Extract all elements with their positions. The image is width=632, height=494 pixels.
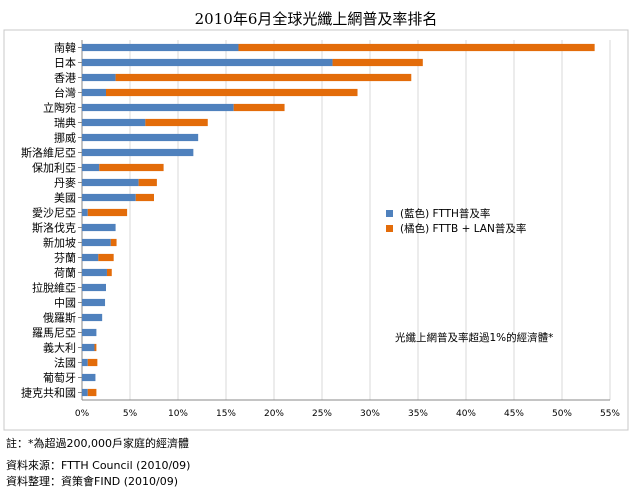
bar-fttb-lan — [332, 58, 423, 67]
bar-ftth — [82, 178, 139, 187]
x-tick-label: 30% — [360, 409, 380, 419]
category-label: 法國 — [54, 356, 76, 370]
category-label: 俄羅斯 — [43, 312, 76, 325]
footnote-compiled: 資料整理：資策會FIND (2010/09) — [6, 475, 179, 488]
chart-canvas: 0% 5% 10% 15% 20% 25% 30% 35% 40% 45% 50% 55% 南韓日本香港… — [3, 29, 629, 431]
bar-ftth — [82, 133, 199, 142]
x-tick-label: 25% — [312, 409, 332, 419]
bar-fttb-lan — [110, 238, 117, 247]
bar-fttb-lan — [135, 193, 154, 202]
footnotes: 註：*為超過200,000戶家庭的經濟體 資料來源：FTTH Council (… — [6, 436, 190, 490]
bar-fttb-lan — [99, 163, 164, 172]
category-label: 香港 — [54, 72, 76, 85]
category-label: 挪威 — [54, 131, 76, 145]
bar-ftth — [82, 148, 194, 157]
bar-ftth — [82, 373, 96, 382]
footnote-source: 資料來源：FTTH Council (2010/09) — [6, 459, 191, 472]
x-tick-label: 55% — [600, 409, 620, 419]
bar-fttb-lan — [115, 73, 412, 82]
bar-ftth — [82, 163, 100, 172]
bar-fttb-lan — [98, 253, 114, 262]
x-tick-label: 5% — [123, 409, 138, 419]
x-tick-label: 0% — [75, 409, 90, 419]
bar-fttb-lan — [87, 358, 98, 367]
bar-ftth — [82, 253, 99, 262]
legend-label: (藍色) FTTH普及率 — [400, 207, 490, 220]
bar-ftth — [82, 343, 95, 352]
category-label: 日本 — [54, 56, 76, 70]
bar-ftth — [82, 103, 234, 112]
category-label: 荷蘭 — [54, 267, 76, 280]
bar-ftth — [82, 298, 106, 307]
bar-ftth — [82, 283, 106, 292]
x-tick-label: 10% — [168, 409, 188, 419]
category-label: 台灣 — [54, 86, 76, 100]
chart-frame — [3, 29, 629, 431]
fiber-penetration-chart: 2010年6月全球光纖上網普及率排名 0% 5% 10% 15% 20% 25% 30% 35… — [3, 10, 629, 431]
bar-ftth — [82, 43, 239, 52]
bar-fttb-lan — [233, 103, 285, 112]
footnote-note: 註：*為超過200,000戶家庭的經濟體 — [6, 437, 189, 450]
bar-ftth — [82, 58, 333, 67]
x-tick-label: 45% — [504, 409, 524, 419]
bar-fttb-lan — [238, 43, 595, 52]
x-tick-label: 50% — [552, 409, 572, 419]
x-tick-label: 35% — [408, 409, 428, 419]
legend-swatch — [386, 225, 393, 232]
category-label: 斯洛維尼亞 — [21, 146, 76, 160]
category-label: 愛沙尼亞 — [32, 207, 76, 220]
bar-ftth — [82, 328, 97, 337]
bar-ftth — [82, 238, 111, 247]
bar-fttb-lan — [87, 388, 97, 397]
category-label: 拉脫維亞 — [32, 281, 76, 295]
chart-title: 2010年6月全球光纖上網普及率排名 — [194, 10, 438, 28]
bar-ftth — [82, 73, 116, 82]
category-label: 美國 — [54, 192, 76, 205]
category-label: 中國 — [54, 297, 76, 310]
bar-ftth — [82, 193, 136, 202]
bar-ftth — [82, 118, 146, 127]
x-tick-label: 40% — [456, 409, 476, 419]
category-label: 瑞典 — [54, 116, 76, 130]
bar-fttb-lan — [145, 118, 208, 127]
category-label: 丹麥 — [54, 177, 76, 190]
bar-ftth — [82, 268, 107, 277]
legend-label: (橘色) FTTB + LAN普及率 — [400, 222, 526, 235]
bar-fttb-lan — [106, 88, 358, 97]
bar-fttb-lan — [106, 268, 112, 277]
category-label: 芬蘭 — [54, 252, 76, 265]
bar-ftth — [82, 388, 88, 397]
bar-ftth — [82, 208, 88, 217]
category-label: 斯洛伐克 — [32, 221, 76, 235]
x-tick-label: 15% — [216, 409, 236, 419]
bar-fttb-lan — [87, 208, 128, 217]
bar-ftth — [82, 223, 116, 232]
bar-fttb-lan — [94, 343, 97, 352]
category-label: 新加坡 — [43, 236, 76, 250]
category-label: 捷克共和國 — [21, 386, 76, 400]
category-label: 羅馬尼亞 — [32, 327, 76, 340]
chart-annotation: 光纖上網普及率超過1%的經濟體* — [395, 331, 553, 344]
bar-ftth — [82, 313, 103, 322]
category-label: 葡萄牙 — [43, 372, 76, 385]
x-tick-label: 20% — [264, 409, 284, 419]
category-label: 南韓 — [54, 42, 76, 55]
category-label: 義大利 — [43, 341, 76, 355]
bar-ftth — [82, 88, 106, 97]
category-label: 保加利亞 — [32, 161, 76, 175]
bar-fttb-lan — [138, 178, 157, 187]
category-label: 立陶宛 — [43, 101, 76, 115]
bar-ftth — [82, 358, 88, 367]
legend-swatch — [386, 210, 393, 217]
